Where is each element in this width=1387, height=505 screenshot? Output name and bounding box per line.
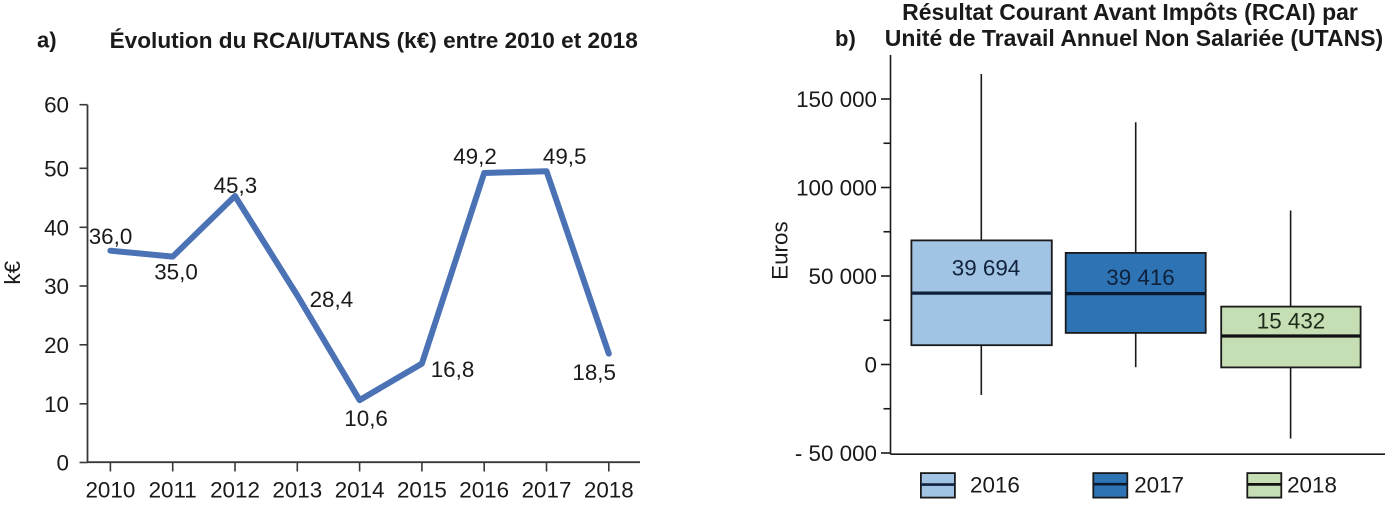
svg-text:2016: 2016 xyxy=(459,478,509,503)
svg-text:100 000: 100 000 xyxy=(796,175,877,200)
svg-text:50 000: 50 000 xyxy=(809,264,877,289)
svg-text:10,6: 10,6 xyxy=(344,406,388,431)
svg-text:2017: 2017 xyxy=(522,478,572,503)
svg-text:a): a) xyxy=(37,28,57,53)
svg-text:35,0: 35,0 xyxy=(154,260,198,285)
svg-text:2017: 2017 xyxy=(1134,473,1184,498)
svg-text:2011: 2011 xyxy=(149,478,197,503)
svg-text:20: 20 xyxy=(44,333,69,358)
svg-text:50: 50 xyxy=(44,156,69,181)
svg-text:2018: 2018 xyxy=(584,478,634,503)
svg-text:2016: 2016 xyxy=(970,473,1020,498)
svg-text:2014: 2014 xyxy=(335,478,385,503)
svg-text:60: 60 xyxy=(44,93,69,118)
svg-text:15 432: 15 432 xyxy=(1257,308,1325,333)
svg-text:b): b) xyxy=(835,26,856,51)
svg-text:39 694: 39 694 xyxy=(952,255,1020,280)
svg-text:2012: 2012 xyxy=(210,478,260,503)
svg-text:28,4: 28,4 xyxy=(310,287,354,312)
svg-text:k€: k€ xyxy=(0,260,25,284)
svg-text:10: 10 xyxy=(44,392,69,417)
svg-text:Évolution du RCAI/UTANS (k€) e: Évolution du RCAI/UTANS (k€) entre 2010 … xyxy=(110,28,638,53)
svg-text:18,5: 18,5 xyxy=(572,360,616,385)
svg-text:2010: 2010 xyxy=(85,478,135,503)
svg-text:Unité de Travail Annuel Non Sa: Unité de Travail Annuel Non Salariée (UT… xyxy=(885,25,1383,51)
svg-text:2013: 2013 xyxy=(272,478,322,503)
svg-text:45,3: 45,3 xyxy=(214,173,258,198)
svg-text:Résultat Courant Avant Impôts: Résultat Courant Avant Impôts (RCAI) par xyxy=(902,0,1358,25)
svg-text:49,5: 49,5 xyxy=(543,144,587,169)
svg-text:2018: 2018 xyxy=(1287,473,1337,498)
svg-text:0: 0 xyxy=(57,451,69,476)
svg-text:49,2: 49,2 xyxy=(453,144,497,169)
svg-text:Euros: Euros xyxy=(768,221,793,280)
svg-text:39 416: 39 416 xyxy=(1106,265,1174,290)
svg-text:16,8: 16,8 xyxy=(431,357,475,382)
svg-text:- 50 000: - 50 000 xyxy=(795,441,877,466)
svg-text:40: 40 xyxy=(44,215,69,240)
svg-text:2015: 2015 xyxy=(397,478,447,503)
svg-text:0: 0 xyxy=(865,352,877,377)
svg-text:30: 30 xyxy=(44,274,69,299)
svg-text:150 000: 150 000 xyxy=(796,87,877,112)
svg-text:36,0: 36,0 xyxy=(89,224,133,249)
